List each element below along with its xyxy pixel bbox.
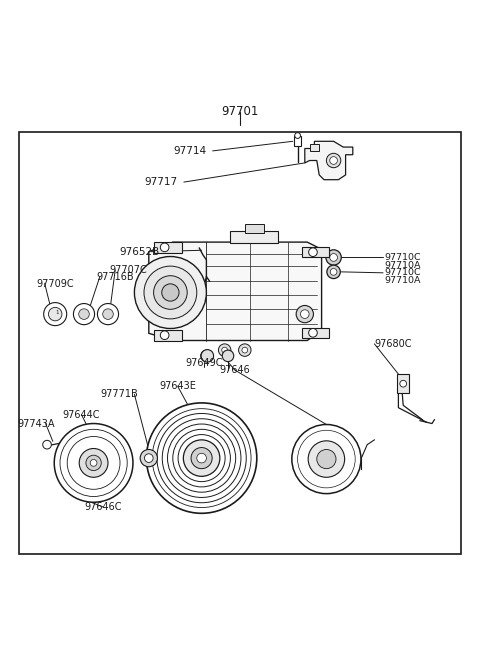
- Text: 97652B: 97652B: [119, 246, 159, 257]
- Bar: [19, 131, 461, 554]
- Circle shape: [90, 459, 97, 466]
- Circle shape: [317, 449, 336, 468]
- Bar: [154, 330, 182, 340]
- Circle shape: [79, 449, 108, 477]
- Circle shape: [103, 309, 113, 319]
- Circle shape: [144, 266, 197, 319]
- Circle shape: [160, 331, 169, 340]
- Circle shape: [204, 353, 209, 359]
- Circle shape: [201, 350, 214, 362]
- Circle shape: [326, 250, 341, 265]
- Circle shape: [146, 403, 257, 513]
- Text: 97707C: 97707C: [109, 265, 147, 275]
- Text: 97646C: 97646C: [84, 502, 122, 512]
- Circle shape: [43, 440, 51, 449]
- Text: 97646: 97646: [220, 365, 251, 375]
- Circle shape: [222, 347, 228, 353]
- Bar: [230, 231, 278, 243]
- Text: 97717: 97717: [144, 177, 178, 187]
- Circle shape: [54, 424, 133, 502]
- Circle shape: [222, 350, 234, 361]
- Circle shape: [326, 153, 341, 168]
- Circle shape: [400, 380, 407, 387]
- Circle shape: [330, 156, 337, 164]
- Text: 97680C: 97680C: [374, 339, 412, 349]
- Circle shape: [97, 304, 119, 325]
- Bar: [310, 144, 319, 151]
- Text: 97710A: 97710A: [384, 261, 420, 269]
- Bar: [397, 374, 409, 394]
- Circle shape: [308, 441, 345, 477]
- Circle shape: [79, 309, 89, 319]
- Circle shape: [160, 243, 169, 252]
- Text: 97743A: 97743A: [17, 419, 55, 428]
- Circle shape: [309, 328, 317, 337]
- Circle shape: [183, 440, 220, 476]
- Circle shape: [242, 347, 248, 353]
- Circle shape: [296, 306, 313, 323]
- Circle shape: [73, 304, 95, 325]
- Bar: [154, 242, 182, 253]
- Circle shape: [197, 453, 206, 463]
- Circle shape: [300, 310, 309, 319]
- Circle shape: [162, 284, 179, 301]
- Text: 97710C: 97710C: [384, 253, 420, 262]
- Bar: [302, 247, 329, 258]
- Bar: [294, 135, 301, 146]
- Circle shape: [44, 303, 67, 326]
- Circle shape: [140, 449, 157, 466]
- Text: 97710C: 97710C: [384, 268, 420, 277]
- Polygon shape: [149, 242, 322, 340]
- Circle shape: [292, 424, 361, 493]
- Circle shape: [327, 265, 340, 279]
- Text: 97716B: 97716B: [96, 272, 133, 282]
- Circle shape: [218, 344, 231, 356]
- Circle shape: [309, 248, 317, 256]
- Circle shape: [48, 307, 62, 321]
- Circle shape: [330, 269, 337, 275]
- Text: 97709C: 97709C: [36, 279, 73, 289]
- Circle shape: [191, 447, 212, 468]
- Text: 97701: 97701: [221, 105, 259, 118]
- Circle shape: [239, 344, 251, 356]
- Text: 97771B: 97771B: [100, 389, 138, 399]
- Text: 97643E: 97643E: [159, 381, 196, 391]
- Circle shape: [154, 276, 187, 309]
- Text: 97649C: 97649C: [185, 358, 223, 368]
- Text: 1: 1: [55, 310, 59, 315]
- Text: 97644C: 97644C: [63, 410, 100, 420]
- Circle shape: [86, 455, 101, 470]
- Circle shape: [134, 256, 206, 328]
- Bar: [302, 328, 329, 338]
- Circle shape: [295, 133, 300, 139]
- Text: 97710A: 97710A: [384, 276, 420, 285]
- Bar: [245, 224, 264, 233]
- Text: 97714: 97714: [173, 146, 206, 156]
- Circle shape: [330, 254, 337, 261]
- Circle shape: [201, 350, 212, 361]
- Circle shape: [144, 454, 153, 463]
- Polygon shape: [305, 141, 353, 180]
